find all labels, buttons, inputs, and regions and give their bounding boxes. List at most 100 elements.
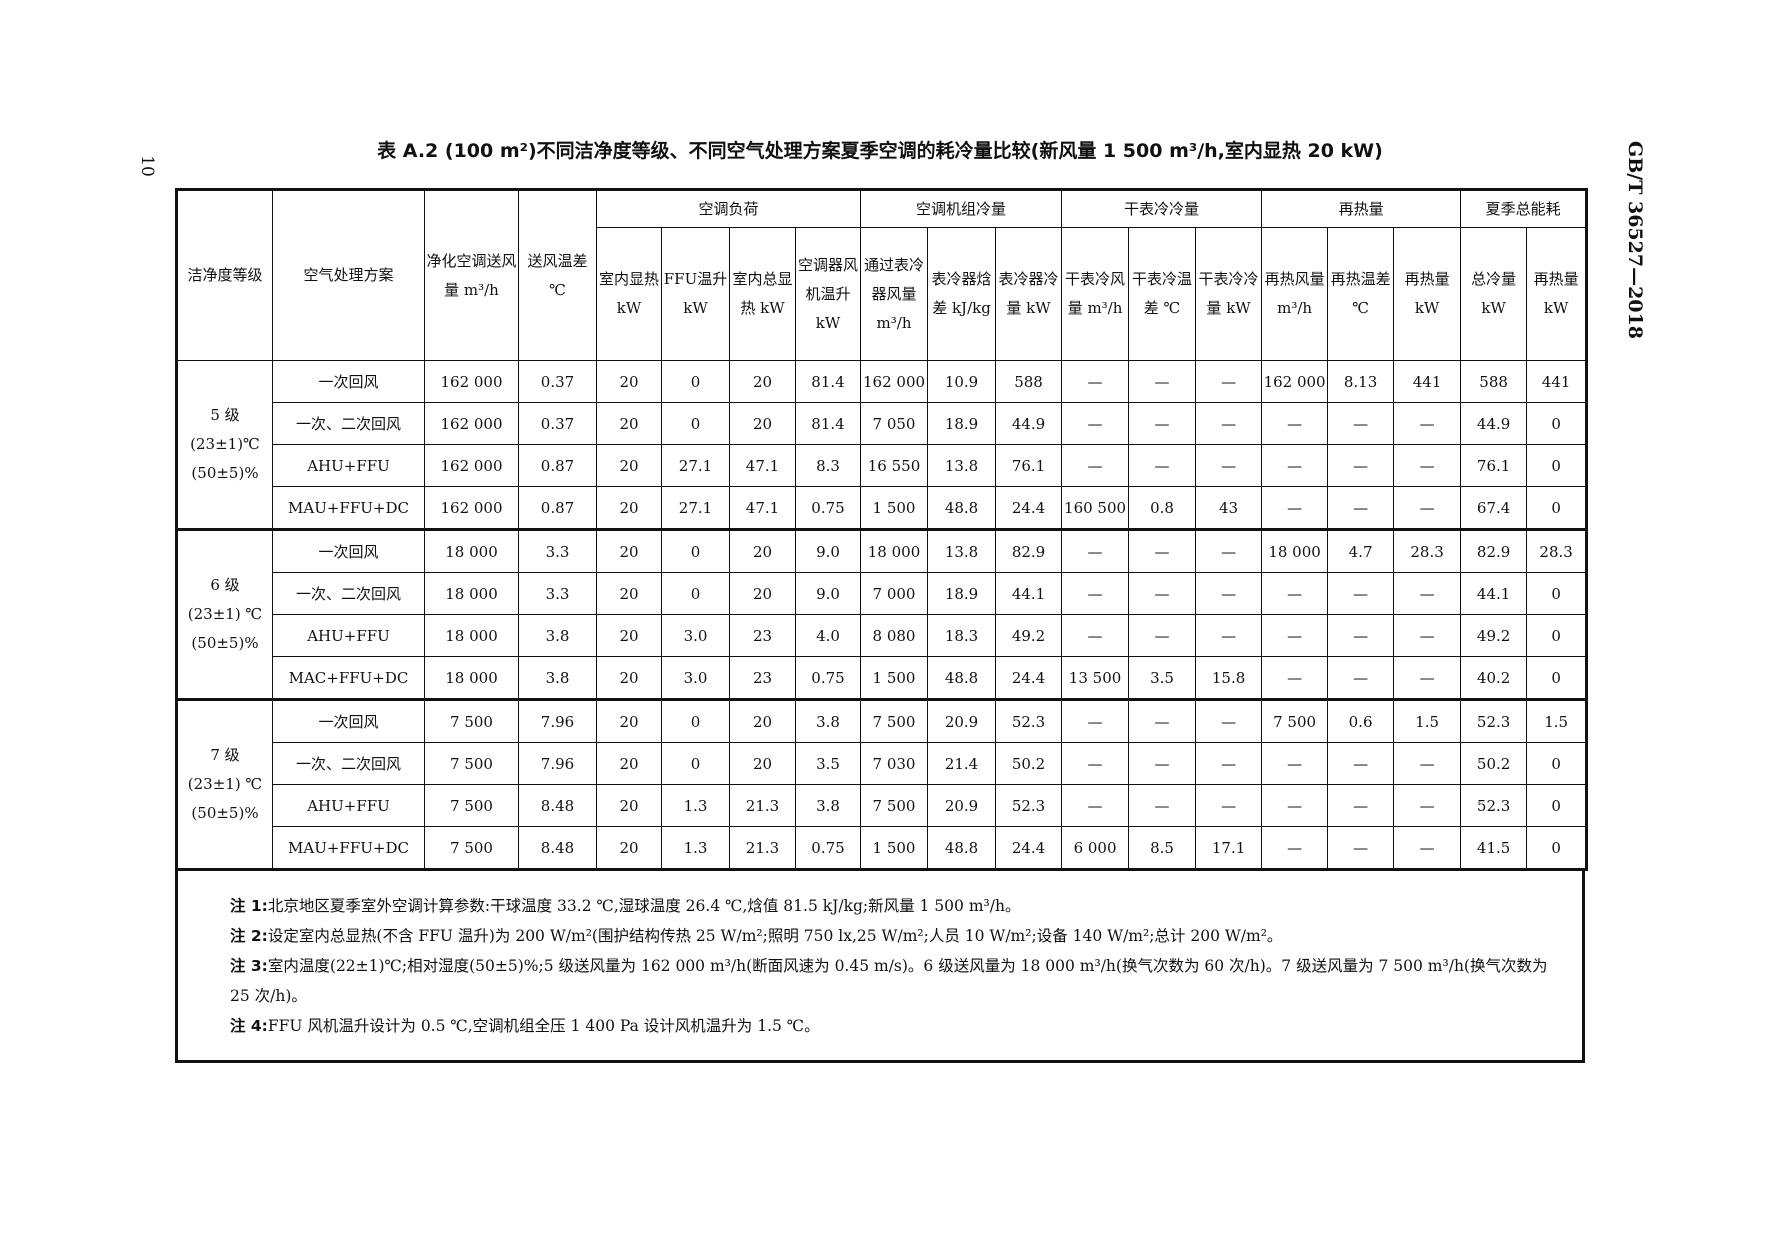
value-cell: 7 500 (424, 742, 519, 785)
table-row: AHU+FFU 162 000 0.87 20 27.1 47.1 8.3 16 550 13.… (177, 444, 1588, 487)
value-cell: 8 080 (860, 614, 929, 657)
value-cell: 67.4 (1460, 486, 1528, 530)
header-subcolumn: FFU温升 kW (661, 227, 730, 361)
value-cell: — (1061, 572, 1130, 615)
value-cell: 18 000 (424, 614, 519, 657)
value-cell: 50.2 (1460, 742, 1528, 785)
value-cell: 3.0 (661, 656, 730, 700)
value-cell: 0 (661, 572, 730, 615)
value-cell: — (1128, 614, 1197, 657)
value-cell: 13.8 (927, 528, 997, 573)
header-group-reheat: 再热量 (1261, 189, 1462, 228)
value-cell: — (1327, 444, 1395, 487)
value-cell: — (1261, 656, 1329, 700)
value-cell: 15.8 (1195, 656, 1263, 700)
table-row: AHU+FFU 18 000 3.8 20 3.0 23 4.0 8 080 18.3 49.2—… (177, 614, 1588, 657)
value-cell: — (1327, 784, 1395, 827)
value-cell: 7 030 (860, 742, 929, 785)
value-cell: — (1061, 742, 1130, 785)
value-cell: 28.3 (1526, 528, 1588, 573)
value-cell: 3.8 (518, 656, 597, 700)
value-cell: — (1327, 826, 1395, 870)
value-cell: 0.8 (1128, 486, 1197, 530)
grade-line: (50±5)% (191, 634, 259, 652)
value-cell: 4.7 (1327, 528, 1395, 573)
value-cell: 20.9 (927, 698, 997, 743)
value-cell: 18.3 (927, 614, 997, 657)
note-4: 注 4:FFU 风机温升设计为 0.5 ℃,空调机组全压 1 400 Pa 设计… (230, 1017, 820, 1035)
value-cell: — (1393, 742, 1462, 785)
value-cell: 0 (661, 698, 730, 743)
value-cell: 0.37 (518, 402, 597, 445)
value-cell: 23 (729, 656, 796, 700)
value-cell: 162 000 (424, 444, 519, 487)
header-group-total: 夏季总能耗 (1460, 189, 1588, 228)
scheme-cell: 一次、二次回风 (272, 572, 425, 615)
table-row: 5 级 (23±1)℃ (50±5)% 一次回风 162 000 0.37 20 0 20 81.… (176, 360, 1588, 530)
value-cell: 0 (1526, 444, 1588, 487)
value-cell: 44.9 (995, 402, 1063, 445)
value-cell: 441 (1526, 360, 1588, 403)
header-group-ahu-cooling: 空调机组冷量 (860, 189, 1063, 228)
value-cell: 43 (1195, 486, 1263, 530)
header-subcolumn: 再热温差 ℃ (1327, 227, 1395, 361)
value-cell: — (1327, 402, 1395, 445)
header-subcolumn: 再热量 kW (1393, 227, 1462, 361)
value-cell: 0 (1526, 826, 1588, 870)
value-cell: — (1128, 784, 1197, 827)
value-cell: 52.3 (995, 784, 1063, 827)
note-2: 注 2:设定室内总显热(不含 FFU 温升)为 200 W/m²(围护结构传热 … (230, 927, 1283, 945)
value-cell: 0.75 (794, 486, 862, 530)
value-cell: 76.1 (995, 444, 1063, 487)
value-cell: 24.4 (995, 486, 1063, 530)
value-cell: 13.8 (927, 444, 997, 487)
value-cell: — (1128, 742, 1197, 785)
value-cell: 0.6 (1327, 698, 1395, 743)
value-cell: — (1061, 528, 1130, 573)
value-cell: 20 (596, 572, 662, 615)
scheme-cell: 一次回风 (272, 360, 425, 403)
value-cell: — (1393, 402, 1462, 445)
value-cell: 3.3 (518, 528, 597, 573)
value-cell: 0 (661, 402, 730, 445)
value-cell: 3.5 (794, 742, 862, 785)
scheme-cell: AHU+FFU (272, 784, 425, 827)
grade-line: (50±5)% (191, 804, 259, 822)
value-cell: 8.3 (794, 444, 862, 487)
value-cell: — (1261, 444, 1329, 487)
header-subcolumn: 总冷量 kW (1460, 227, 1528, 361)
grade-line: (23±1) ℃ (187, 775, 263, 793)
grade-line: (23±1)℃ (190, 435, 260, 453)
grade-cell: 7 级 (23±1) ℃ (50±5)% (176, 698, 273, 870)
value-cell: — (1128, 360, 1197, 403)
value-cell: — (1128, 444, 1197, 487)
value-cell: 588 (995, 360, 1063, 403)
value-cell: 0.37 (518, 360, 597, 403)
value-cell: 13 500 (1061, 656, 1130, 700)
value-cell: 16 550 (860, 444, 929, 487)
value-cell: 162 000 (860, 360, 929, 403)
value-cell: 7 050 (860, 402, 929, 445)
value-cell: 3.3 (518, 572, 597, 615)
value-cell: 7.96 (518, 742, 597, 785)
value-cell: 7 500 (424, 698, 519, 743)
value-cell: — (1261, 614, 1329, 657)
value-cell: 21.4 (927, 742, 997, 785)
value-cell: — (1061, 444, 1130, 487)
value-cell: — (1393, 784, 1462, 827)
note-1: 注 1:北京地区夏季室外空调计算参数:干球温度 33.2 ℃,湿球温度 26.4… (230, 897, 1021, 915)
value-cell: 28.3 (1393, 528, 1462, 573)
value-cell: 49.2 (1460, 614, 1528, 657)
value-cell: 3.8 (518, 614, 597, 657)
value-cell: — (1327, 572, 1395, 615)
value-cell: 0.87 (518, 486, 597, 530)
value-cell: 162 000 (1261, 360, 1329, 403)
value-cell: 0 (1526, 656, 1588, 700)
value-cell: — (1261, 742, 1329, 785)
value-cell: — (1195, 572, 1263, 615)
value-cell: 44.9 (1460, 402, 1528, 445)
value-cell: — (1128, 528, 1197, 573)
value-cell: 4.0 (794, 614, 862, 657)
value-cell: 3.8 (794, 784, 862, 827)
scheme-cell: 一次、二次回风 (272, 742, 425, 785)
